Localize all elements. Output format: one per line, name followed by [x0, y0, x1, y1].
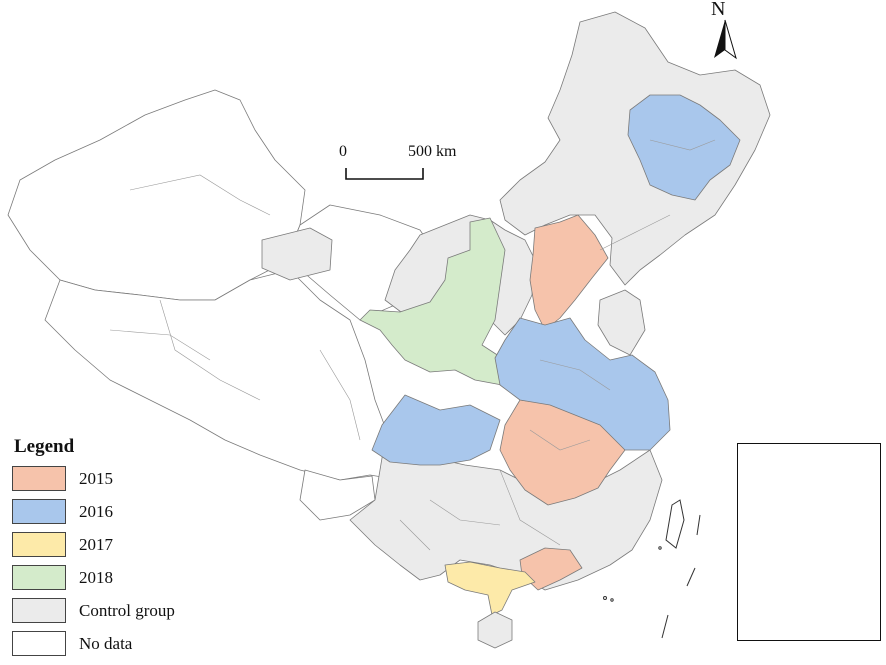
legend-item: 2018: [12, 561, 175, 594]
no-data-regions: [7, 89, 441, 521]
legend-label: Control group: [79, 600, 175, 620]
legend-items: 2015 2016 2017 2018 Control group No data: [12, 462, 175, 660]
regions-2016: [371, 94, 741, 466]
legend-swatch: [12, 598, 66, 623]
regions-2017: [444, 561, 536, 616]
legend-label: 2018: [79, 567, 113, 587]
legend-label: 2017: [79, 534, 113, 554]
legend-swatch: [12, 565, 66, 590]
legend-item: 2016: [12, 495, 175, 528]
legend-swatch: [12, 532, 66, 557]
scale-bar-start-label: 0: [339, 143, 347, 160]
legend-label: No data: [79, 633, 133, 653]
legend-item: Control group: [12, 594, 175, 627]
legend-label: 2015: [79, 468, 113, 488]
regions-2018: [359, 217, 506, 386]
legend-item: 2017: [12, 528, 175, 561]
legend-label: 2016: [79, 501, 113, 521]
legend-item: No data: [12, 627, 175, 660]
internal-boundaries: [109, 139, 716, 551]
north-arrow: [714, 19, 737, 60]
legend-item: 2015: [12, 462, 175, 495]
legend-swatch: [12, 466, 66, 491]
hainan-island: [477, 611, 513, 649]
inset-frame: [737, 443, 881, 641]
scale-bar-end-label: 500 km: [408, 143, 457, 160]
regions-2015: [499, 214, 626, 591]
legend: Legend 2015 2016 2017 2018 Control group No d…: [12, 436, 175, 660]
taiwan-and-islands: [603, 499, 701, 639]
legend-title: Legend: [14, 436, 75, 457]
legend-swatch: [12, 499, 66, 524]
north-arrow-label: N: [711, 0, 726, 20]
legend-swatch: [12, 631, 66, 656]
scale-bar: [345, 168, 424, 180]
